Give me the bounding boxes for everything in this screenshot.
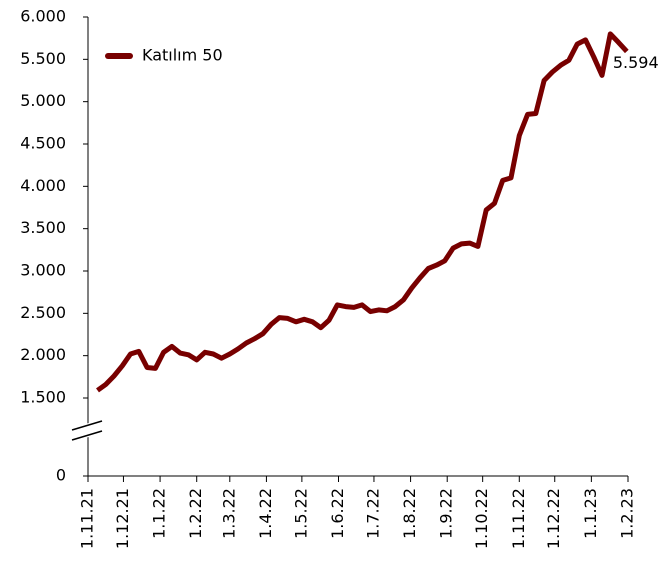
x-tick-label: 1.7.22 — [363, 488, 382, 539]
x-tick-label: 1.1.22 — [150, 488, 169, 539]
value-label: 5.594 — [613, 53, 659, 72]
y-tick-label: 5.000 — [20, 91, 66, 110]
y-tick-label: 1.500 — [20, 388, 66, 407]
y-tick-label: 6.000 — [20, 7, 66, 26]
y-tick-label: 2.000 — [20, 345, 66, 364]
x-tick-label: 1.12.21 — [113, 488, 132, 549]
y-tick-label: 4.000 — [20, 176, 66, 195]
x-tick-label: 1.4.22 — [256, 488, 275, 539]
x-tick-label: 1.3.22 — [219, 488, 238, 539]
legend-label: Katılım 50 — [142, 46, 223, 65]
y-tick-label: 0 — [56, 466, 66, 485]
axis-break — [70, 419, 104, 442]
x-tick-label: 1.2.22 — [186, 488, 205, 539]
x-tick-label: 1.10.22 — [472, 488, 491, 549]
y-tick-label: 3.000 — [20, 261, 66, 280]
x-tick-label: 1.8.22 — [400, 488, 419, 539]
y-tick-label: 5.500 — [20, 49, 66, 68]
x-tick-label: 1.2.23 — [618, 488, 637, 539]
x-tick-label: 1.1.23 — [581, 488, 600, 539]
x-tick-label: 1.11.21 — [78, 488, 97, 549]
y-tick-label: 4.500 — [20, 134, 66, 153]
x-tick-label: 1.12.22 — [544, 488, 563, 549]
y-tick-label: 2.500 — [20, 303, 66, 322]
x-tick-label: 1.5.22 — [291, 488, 310, 539]
y-tick-label: 3.500 — [20, 218, 66, 237]
x-tick-label: 1.11.22 — [509, 488, 528, 549]
x-tick-label: 1.9.22 — [437, 488, 456, 539]
series-line — [96, 31, 629, 393]
x-tick-label: 1.6.22 — [328, 488, 347, 539]
